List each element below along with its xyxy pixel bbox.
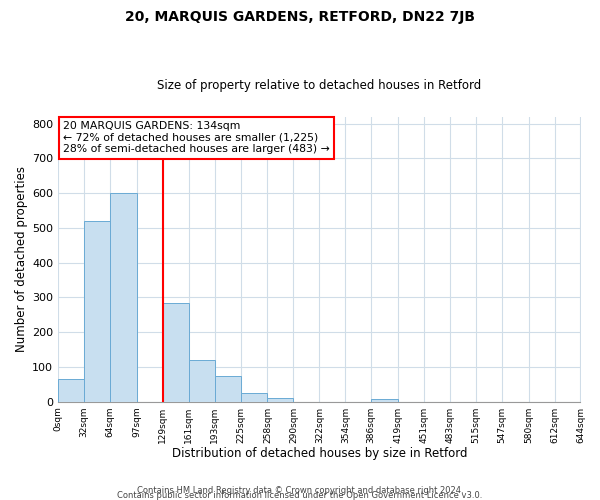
Text: Contains HM Land Registry data © Crown copyright and database right 2024.: Contains HM Land Registry data © Crown c… [137, 486, 463, 495]
Bar [84, 221, 110, 402]
Bar [241, 393, 268, 402]
Bar [163, 304, 189, 402]
Bar [110, 193, 137, 402]
X-axis label: Distribution of detached houses by size in Retford: Distribution of detached houses by size … [172, 447, 467, 460]
Bar [215, 376, 241, 402]
Bar [189, 360, 215, 402]
Y-axis label: Number of detached properties: Number of detached properties [15, 166, 28, 352]
Bar [268, 398, 293, 402]
Bar [371, 399, 398, 402]
Text: 20 MARQUIS GARDENS: 134sqm
← 72% of detached houses are smaller (1,225)
28% of s: 20 MARQUIS GARDENS: 134sqm ← 72% of deta… [64, 121, 330, 154]
Title: Size of property relative to detached houses in Retford: Size of property relative to detached ho… [157, 79, 481, 92]
Text: Contains public sector information licensed under the Open Government Licence v3: Contains public sector information licen… [118, 491, 482, 500]
Text: 20, MARQUIS GARDENS, RETFORD, DN22 7JB: 20, MARQUIS GARDENS, RETFORD, DN22 7JB [125, 10, 475, 24]
Bar [58, 379, 84, 402]
